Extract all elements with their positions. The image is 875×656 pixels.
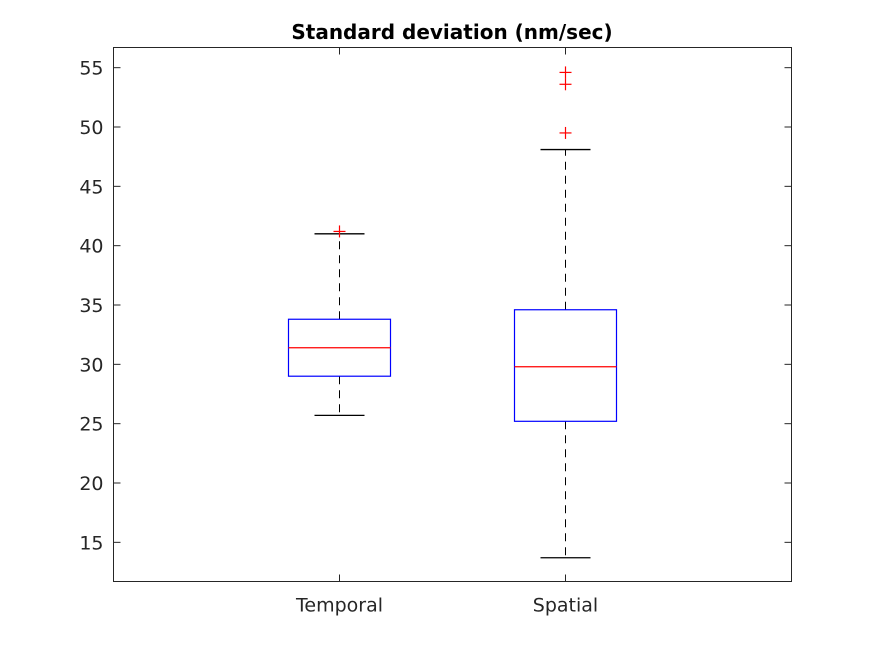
plot-area [113,47,792,582]
y-tick-label: 25 [79,414,103,436]
outlier-marker [333,225,346,238]
iqr-box [513,309,618,422]
axes: 15 20 25 30 35 40 45 50 55 Temporal Spatial [79,47,792,617]
box-group-temporal [287,225,392,417]
chart-title: Standard deviation (nm/sec) [291,20,612,44]
outlier-marker [559,78,572,91]
outlier-marker [559,126,572,139]
x-category-label: Temporal [295,595,383,617]
x-category-label: Spatial [533,595,598,617]
y-tick-label: 45 [79,176,103,198]
y-tick-label: 30 [79,354,103,376]
y-tick-label: 40 [79,236,103,258]
box-group-spatial [513,66,618,559]
plot-marks [287,66,618,559]
y-tick-label: 50 [79,117,103,139]
y-tick-label: 35 [79,295,103,317]
y-tick-label: 20 [79,473,103,495]
outlier-marker [559,66,572,79]
y-tick-label: 15 [79,532,103,554]
y-tick-label: 55 [79,58,103,80]
